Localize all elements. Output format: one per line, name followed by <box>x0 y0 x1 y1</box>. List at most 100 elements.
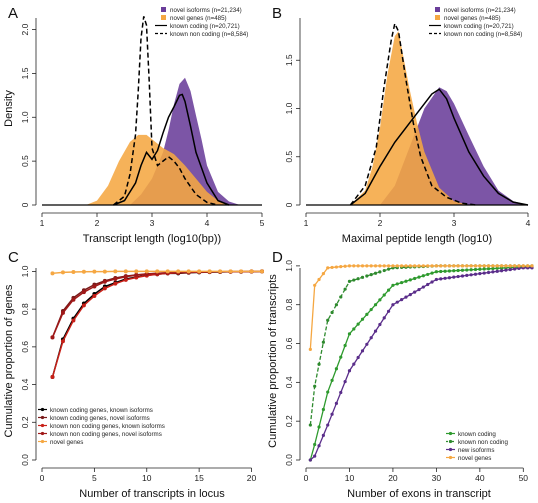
series-point <box>426 282 430 287</box>
series-point <box>365 264 369 268</box>
series-point <box>473 264 478 268</box>
y-tick-label: 1.5 <box>284 54 294 66</box>
y-axis-label: Cumulative proportion of genes <box>3 284 15 437</box>
series-point <box>176 269 181 274</box>
x-tick-label: 3 <box>150 218 155 228</box>
legend-label: known non coding genes, novel isoforms <box>50 431 162 438</box>
series-point <box>486 267 491 271</box>
y-tick-label: 0 <box>284 202 294 207</box>
series-point <box>404 279 408 283</box>
x-tick-label: 1 <box>40 218 45 228</box>
series-point <box>197 269 202 274</box>
series-line <box>51 270 263 378</box>
series-point <box>382 316 386 320</box>
series-line <box>51 270 263 378</box>
series-point <box>460 274 465 278</box>
series-point <box>356 264 360 268</box>
series-point <box>321 407 325 412</box>
legend-label: known non coding (n=8,584) <box>444 31 522 38</box>
series-point <box>134 269 139 274</box>
series-point <box>408 293 412 297</box>
series-point <box>404 295 408 299</box>
series-point <box>317 362 321 366</box>
x-axis-label: Transcript length (log10(bp)) <box>83 233 221 245</box>
series-point <box>330 310 334 315</box>
series-point <box>308 458 312 462</box>
x-tick-label: 10 <box>345 473 355 483</box>
series-point <box>317 277 321 282</box>
series-point <box>382 268 386 273</box>
series-point <box>430 280 434 284</box>
series-point <box>330 265 334 270</box>
series-point <box>482 267 486 271</box>
series-point <box>343 343 347 348</box>
legend-marker <box>448 447 453 452</box>
x-axis-label: Number of transcripts in locus <box>79 488 225 500</box>
series-point <box>465 264 469 268</box>
series-point <box>144 269 149 274</box>
series-point <box>260 269 264 274</box>
legend-swatch <box>161 15 166 20</box>
legend-label: known non coding (n=8,584) <box>170 31 248 38</box>
series-line <box>309 265 532 350</box>
panel-a: A 0 0.5 1.0 1.5 2.0 1 2 3 4 5 Transcript length (lo… <box>3 5 265 245</box>
series-point <box>228 269 233 274</box>
legend-label: novel isoforms (n=21,234) <box>444 7 516 14</box>
legend-label: novel isoforms (n=21,234) <box>170 7 242 14</box>
series-point <box>452 275 456 279</box>
series-point <box>347 332 352 336</box>
y-tick-label: 0.4 <box>284 376 294 388</box>
series-point <box>465 268 469 272</box>
series-point <box>102 286 107 291</box>
legend-label: known coding genes, known isoforms <box>50 407 153 414</box>
series-point <box>60 310 65 315</box>
x-tick-label: 50 <box>519 473 529 483</box>
density-line <box>349 21 477 206</box>
legend-label: novel genes <box>458 455 491 462</box>
series-point <box>352 264 356 268</box>
series-point <box>369 264 373 268</box>
legend-label: novel genes (n=485) <box>170 15 227 22</box>
legend-marker <box>448 455 453 460</box>
series-point <box>413 290 417 294</box>
series-point <box>486 270 491 275</box>
series-point <box>386 264 391 268</box>
series-point <box>495 264 499 268</box>
series-point <box>443 276 447 280</box>
y-tick-label: 1.0 <box>20 265 30 277</box>
series-point <box>478 264 482 268</box>
series-point <box>430 271 434 275</box>
series-point <box>434 277 438 282</box>
series-point <box>400 280 404 285</box>
series-point <box>382 293 386 297</box>
panel-b: B 0 0.5 1.0 1.5 1 2 3 4 Maximal peptide length (l… <box>272 5 531 245</box>
series-point <box>155 269 160 274</box>
y-tick-label: 0 <box>20 202 30 207</box>
series-point <box>395 300 399 304</box>
series-point <box>473 272 478 276</box>
series-point <box>373 271 378 275</box>
series-point <box>495 266 499 270</box>
panel-label: D <box>272 249 283 266</box>
series-point <box>443 264 447 268</box>
series-point <box>504 264 508 268</box>
x-tick-label: 20 <box>388 473 398 483</box>
series-point <box>326 266 330 270</box>
series-point <box>102 279 107 284</box>
density-area <box>350 31 469 205</box>
series-point <box>486 264 491 268</box>
y-tick-label: 0.4 <box>20 378 30 390</box>
series-line <box>309 267 532 461</box>
x-tick-label: 40 <box>475 473 485 483</box>
series-point <box>473 267 478 272</box>
series-point <box>434 270 438 274</box>
y-axis-label: Density <box>3 90 15 127</box>
series-point <box>321 433 325 438</box>
series-point <box>123 269 128 274</box>
x-tick-label: 3 <box>452 218 457 228</box>
series-point <box>513 267 517 271</box>
series-point <box>313 283 317 287</box>
series-point <box>92 284 97 289</box>
series-point <box>313 442 317 447</box>
series-point <box>339 265 343 269</box>
